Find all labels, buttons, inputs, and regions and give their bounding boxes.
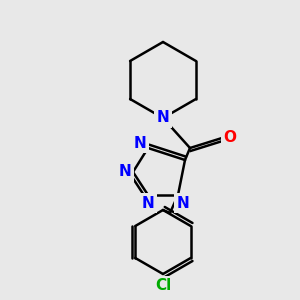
Text: N: N [134,136,146,151]
Text: N: N [177,196,189,211]
Text: N: N [142,196,154,211]
Text: N: N [157,110,169,125]
Text: O: O [224,130,236,146]
Text: N: N [118,164,131,179]
Text: Cl: Cl [155,278,171,293]
